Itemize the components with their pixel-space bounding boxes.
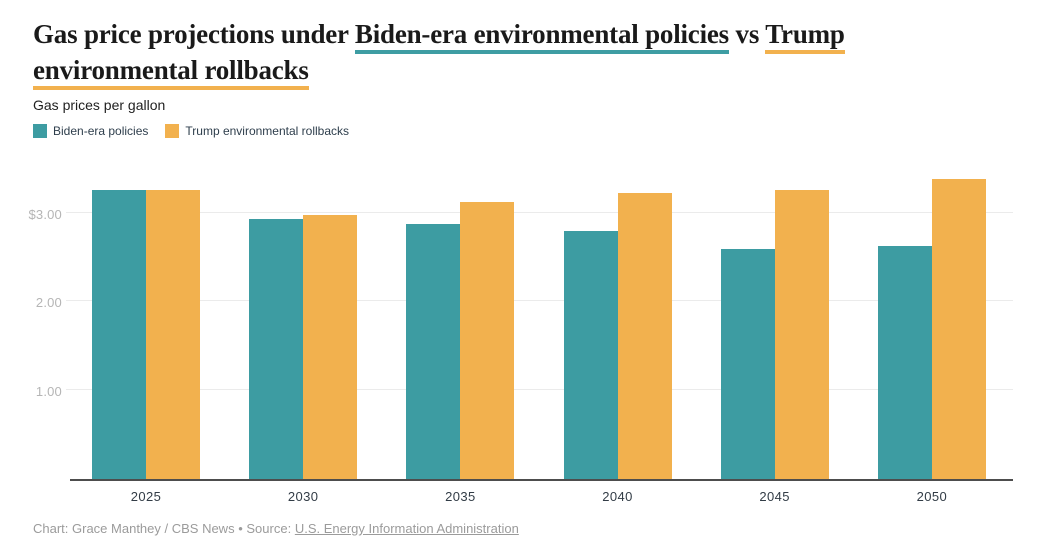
plot-area	[66, 152, 1013, 481]
x-axis-label-2030: 2030	[287, 489, 319, 504]
footer-separator: •	[238, 521, 243, 536]
title-text-pre: Gas price projections under	[33, 19, 355, 49]
title-highlight-biden: Biden-era environmental policies	[354, 19, 729, 54]
x-axis-label-2045: 2045	[759, 489, 790, 504]
bar-trump-2025[interactable]	[146, 190, 200, 479]
bar-biden-2035[interactable]	[406, 224, 461, 479]
bar-biden-2025[interactable]	[92, 190, 146, 479]
y-axis-tick-label: $3.00	[28, 206, 62, 222]
x-axis-label-2050: 2050	[916, 489, 948, 504]
y-axis-tick-label: 1.00	[35, 384, 62, 400]
bar-biden-2040[interactable]	[563, 231, 618, 479]
x-axis-label-2035: 2035	[445, 489, 476, 504]
legend-item-trump: Trump environmental rollbacks	[165, 123, 350, 138]
source-link[interactable]: U.S. Energy Information Administration	[294, 521, 519, 536]
bar-trump-2045[interactable]	[774, 190, 829, 479]
bar-chart: $3.00 2.00 1.00 2025 2030 2035 2040 2045 2050	[0, 152, 1044, 504]
bar-biden-2050[interactable]	[877, 246, 932, 479]
bar-trump-2050[interactable]	[931, 179, 986, 479]
bar-biden-2045[interactable]	[720, 249, 775, 479]
chart-subtitle: Gas prices per gallon	[33, 97, 166, 113]
chart-credit: Chart: Grace Manthey / CBS News	[33, 521, 235, 536]
title-highlight-trump: Trump environmental rollbacks	[33, 19, 845, 90]
bar-trump-2030[interactable]	[303, 215, 358, 479]
legend-swatch-biden-icon	[33, 123, 47, 138]
legend-label-biden: Biden-era policies	[53, 123, 149, 138]
legend: Biden-era policies Trump environmental r…	[33, 123, 1044, 138]
y-axis-tick-label: 2.00	[35, 295, 62, 311]
chart-title: Gas price projections under Biden-era en…	[33, 16, 938, 90]
x-axis-label-2025: 2025	[130, 489, 162, 504]
legend-swatch-trump-icon	[165, 123, 180, 138]
x-axis-label-2040: 2040	[602, 489, 633, 504]
gridline	[66, 211, 1013, 213]
bar-trump-2035[interactable]	[460, 202, 515, 479]
bar-trump-2040[interactable]	[617, 193, 672, 479]
gridline	[66, 300, 1013, 302]
bar-biden-2030[interactable]	[249, 219, 304, 479]
title-text-vs: vs	[729, 19, 766, 49]
source-label: Source:	[246, 521, 292, 536]
footer-attribution: Chart: Grace Manthey / CBS News • Source…	[33, 521, 1044, 536]
legend-item-biden: Biden-era policies	[33, 123, 149, 138]
legend-label-trump: Trump environmental rollbacks	[185, 123, 350, 138]
gridline	[66, 389, 1013, 391]
